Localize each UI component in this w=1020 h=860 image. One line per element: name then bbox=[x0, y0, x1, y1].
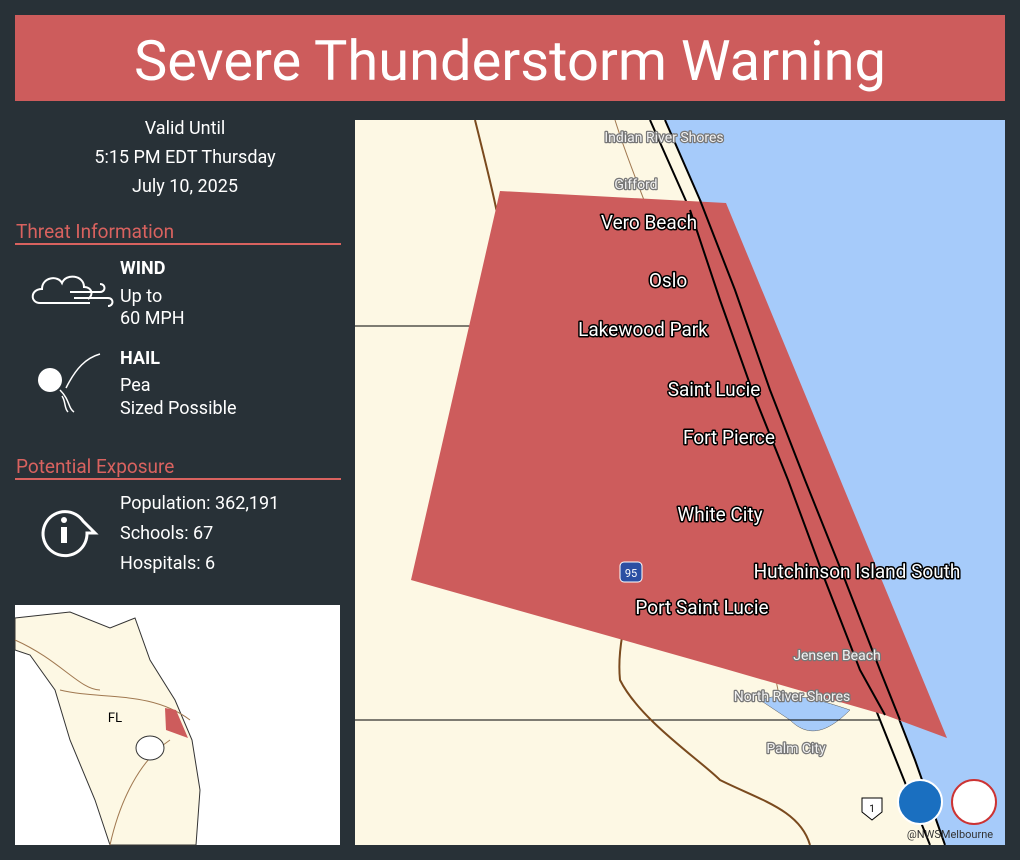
place-label: Port Saint Lucie bbox=[635, 596, 768, 619]
shield-label: 95 bbox=[625, 567, 637, 580]
threat-line: Pea bbox=[120, 375, 151, 396]
threat-label: WIND bbox=[120, 258, 165, 279]
wind-icon bbox=[31, 275, 114, 307]
threat-line: 60 MPH bbox=[120, 308, 185, 329]
inset-map: FL bbox=[14, 605, 340, 846]
threat-line: Sized Possible bbox=[120, 398, 237, 419]
place-label: Palm City bbox=[766, 741, 826, 757]
valid-line: July 10, 2025 bbox=[132, 176, 238, 197]
threat-label: HAIL bbox=[120, 348, 160, 369]
logo bbox=[897, 779, 943, 825]
valid-line: 5:15 PM EDT Thursday bbox=[94, 147, 276, 168]
inset-label: FL bbox=[108, 711, 122, 726]
place-label: White City bbox=[677, 503, 762, 526]
place-label: Oslo bbox=[649, 269, 687, 292]
place-label: Indian River Shores bbox=[604, 130, 723, 146]
map: 95 1 @NWSMelbourne bbox=[355, 120, 1005, 845]
place-label: Fort Pierce bbox=[683, 426, 775, 449]
place-label: Jensen Beach bbox=[793, 648, 881, 664]
logo bbox=[951, 779, 997, 825]
title: Severe Thunderstorm Warning bbox=[134, 28, 886, 94]
place-label: North River Shores bbox=[734, 689, 850, 705]
place-label: Vero Beach bbox=[601, 211, 697, 234]
place-label: Lakewood Park bbox=[578, 318, 708, 341]
valid-line: Valid Until bbox=[145, 118, 225, 139]
title-bar bbox=[15, 15, 1005, 101]
exposure-line: Population: 362,191 bbox=[120, 493, 279, 514]
place-label: Gifford bbox=[614, 177, 657, 193]
info-icon bbox=[41, 510, 99, 558]
shield-label: 1 bbox=[869, 804, 875, 815]
section-heading: Threat Information bbox=[16, 220, 174, 243]
credit: @NWSMelbourne bbox=[907, 828, 993, 841]
exposure-line: Hospitals: 6 bbox=[120, 553, 215, 574]
hail-icon bbox=[38, 353, 101, 413]
exposure-line: Schools: 67 bbox=[120, 523, 213, 544]
section-heading: Potential Exposure bbox=[16, 455, 174, 478]
place-label: Hutchinson Island South bbox=[754, 560, 961, 583]
place-label: Saint Lucie bbox=[668, 378, 761, 401]
threat-line: Up to bbox=[120, 286, 162, 307]
